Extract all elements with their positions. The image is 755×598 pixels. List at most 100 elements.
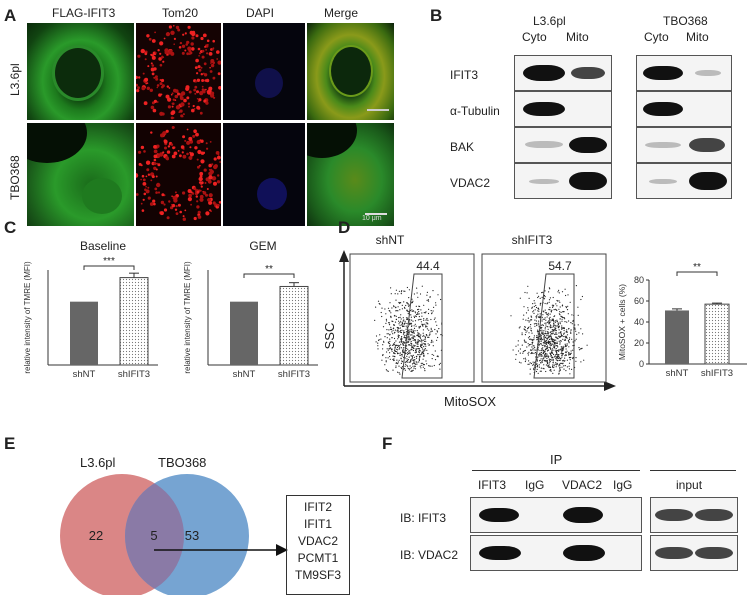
tom20-puncta xyxy=(202,191,207,195)
flow-event xyxy=(526,346,528,348)
flow-event xyxy=(419,293,422,295)
tom20-puncta xyxy=(186,140,191,145)
flow-event xyxy=(428,329,430,331)
col-label-dapi: DAPI xyxy=(246,6,275,20)
flow-event xyxy=(411,301,414,303)
flow-event xyxy=(406,342,408,344)
flow-event xyxy=(386,370,388,372)
flow-event xyxy=(553,322,555,324)
flow-event xyxy=(434,317,436,319)
flow-event xyxy=(527,328,529,330)
tom20-puncta xyxy=(209,70,213,73)
flow-event xyxy=(554,356,556,358)
flow-event xyxy=(422,332,424,334)
flow-event xyxy=(542,339,544,341)
flow-event xyxy=(416,348,418,350)
row-label-l36pl: L3.6pl xyxy=(8,63,22,96)
flow-event xyxy=(544,290,546,292)
flow-event xyxy=(515,354,517,356)
flow-event xyxy=(384,308,386,310)
blot-tbo368-ifit3 xyxy=(636,55,732,91)
flow-event xyxy=(553,320,555,322)
flow-event xyxy=(375,335,378,337)
flow-event xyxy=(521,334,523,336)
tom20-puncta xyxy=(208,168,211,171)
flow-event xyxy=(396,310,398,312)
flow-event xyxy=(418,308,420,310)
tom20-puncta xyxy=(151,39,156,43)
tom20-puncta xyxy=(160,56,164,59)
flow-event xyxy=(425,311,427,313)
flow-event xyxy=(549,321,551,323)
flow-event xyxy=(426,335,428,337)
flow-event xyxy=(534,361,536,363)
flow-event xyxy=(558,332,560,334)
col-label-merge: Merge xyxy=(324,6,359,20)
flow-event xyxy=(544,312,547,314)
tom20-puncta xyxy=(203,73,208,77)
flow-event xyxy=(536,368,538,370)
flow-event xyxy=(539,343,542,345)
flow-event xyxy=(533,300,535,302)
gene-pcmt1: PCMT1 xyxy=(297,551,339,565)
flow-event xyxy=(404,357,406,359)
flow-event xyxy=(570,350,572,352)
tom20-puncta xyxy=(154,75,158,79)
tom20-puncta xyxy=(213,157,217,161)
flow-event xyxy=(531,352,533,354)
flow-event xyxy=(555,339,557,341)
flow-event xyxy=(396,346,399,349)
flow-event xyxy=(524,360,526,363)
tom20-puncta xyxy=(204,45,207,48)
flow-event xyxy=(545,324,547,326)
tom20-puncta xyxy=(147,196,151,200)
blot-input-ifit3 xyxy=(650,497,738,533)
flow-event xyxy=(548,341,550,343)
flow-event xyxy=(558,373,560,375)
flow-event xyxy=(550,326,552,328)
tom20-puncta xyxy=(216,180,221,184)
flow-event xyxy=(414,365,416,367)
flow-event xyxy=(424,336,426,339)
tom20-puncta xyxy=(208,163,212,168)
tom20-puncta xyxy=(165,129,169,133)
flow-event xyxy=(549,369,551,372)
flow-event xyxy=(533,352,535,354)
tom20-puncta xyxy=(167,105,171,109)
flow-event xyxy=(547,328,549,330)
tom20-puncta xyxy=(182,215,185,218)
flow-event xyxy=(552,306,554,308)
flow-event xyxy=(425,322,427,324)
flow-event xyxy=(540,328,542,330)
flow-event xyxy=(405,350,407,352)
tom20-puncta xyxy=(196,200,199,203)
flow-event xyxy=(418,313,420,315)
tom20-puncta xyxy=(207,89,212,94)
flow-event xyxy=(555,362,557,364)
flow-event xyxy=(532,364,534,366)
flow-event xyxy=(403,306,406,308)
tom20-puncta xyxy=(196,72,199,75)
flow-event xyxy=(522,318,524,320)
flow-event xyxy=(551,359,553,361)
flow-event xyxy=(554,344,556,346)
flow-event xyxy=(435,321,437,323)
tom20-puncta xyxy=(163,208,168,212)
flow-event xyxy=(412,300,414,302)
flow-event xyxy=(556,337,558,339)
bar-shifit3 xyxy=(704,303,730,365)
flow-event xyxy=(528,363,530,365)
tom20-puncta xyxy=(153,166,157,170)
flow-event xyxy=(556,305,558,307)
gate-percentage: 44.4 xyxy=(416,259,440,273)
flow-event xyxy=(416,343,418,345)
flow-event xyxy=(401,308,403,310)
flow-event xyxy=(544,350,546,352)
flow-event xyxy=(413,344,415,346)
flow-event xyxy=(561,316,563,318)
flow-event xyxy=(407,352,409,354)
flow-event xyxy=(394,314,396,317)
x-tick-label: shIFIT3 xyxy=(278,369,310,380)
flow-event xyxy=(399,324,401,326)
micrograph-l36pl-merge xyxy=(307,23,394,120)
